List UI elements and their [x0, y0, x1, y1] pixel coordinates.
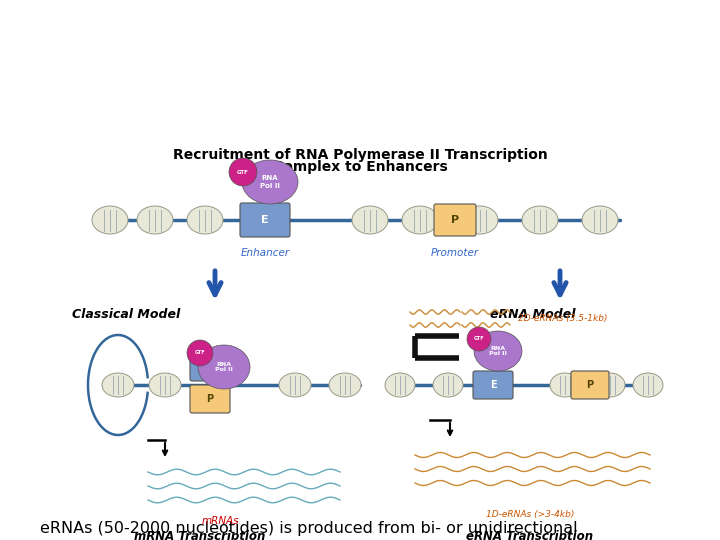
Text: Complex to Enhancers: Complex to Enhancers — [273, 160, 447, 174]
Ellipse shape — [402, 206, 438, 234]
Text: GTF: GTF — [474, 336, 485, 341]
Text: Recruitment of RNA Polymerase II Transcription: Recruitment of RNA Polymerase II Transcr… — [173, 148, 547, 162]
Text: P: P — [586, 380, 593, 390]
Ellipse shape — [462, 206, 498, 234]
Ellipse shape — [352, 206, 388, 234]
Ellipse shape — [385, 373, 415, 397]
Text: P: P — [207, 394, 214, 404]
Ellipse shape — [474, 331, 522, 371]
FancyBboxPatch shape — [240, 203, 290, 237]
FancyBboxPatch shape — [434, 204, 476, 236]
Ellipse shape — [582, 206, 618, 234]
Ellipse shape — [137, 206, 173, 234]
FancyBboxPatch shape — [571, 371, 609, 399]
Ellipse shape — [595, 373, 625, 397]
Text: GTF: GTF — [194, 350, 205, 355]
Text: RNA
Pol II: RNA Pol II — [489, 346, 507, 356]
Ellipse shape — [522, 206, 558, 234]
Ellipse shape — [187, 340, 213, 366]
Ellipse shape — [198, 345, 250, 389]
FancyBboxPatch shape — [473, 371, 513, 399]
Text: mRNAs: mRNAs — [201, 516, 239, 526]
Text: mRNA Transcription: mRNA Transcription — [135, 530, 266, 540]
Text: eRNA Transcription: eRNA Transcription — [467, 530, 593, 540]
Ellipse shape — [187, 206, 223, 234]
Text: P: P — [451, 215, 459, 225]
Ellipse shape — [329, 373, 361, 397]
Ellipse shape — [92, 206, 128, 234]
Text: RNA
Pol II: RNA Pol II — [260, 176, 280, 188]
Text: RNA
Pol II: RNA Pol II — [215, 362, 233, 373]
Text: eRNAs (50-2000 nucleotides) is produced from bi- or unidirectional: eRNAs (50-2000 nucleotides) is produced … — [40, 521, 577, 536]
FancyBboxPatch shape — [190, 353, 230, 381]
Ellipse shape — [433, 373, 463, 397]
FancyBboxPatch shape — [190, 385, 230, 413]
Text: E: E — [490, 380, 496, 390]
Text: Classical Model: Classical Model — [72, 308, 180, 321]
Text: Enhancer: Enhancer — [240, 248, 289, 258]
Ellipse shape — [102, 373, 134, 397]
Ellipse shape — [279, 373, 311, 397]
Text: E: E — [207, 362, 213, 372]
Ellipse shape — [229, 158, 257, 186]
Ellipse shape — [149, 373, 181, 397]
Ellipse shape — [633, 373, 663, 397]
Text: 2D-eRNAs (3.5-1kb): 2D-eRNAs (3.5-1kb) — [518, 314, 608, 322]
Text: eRNA Model: eRNA Model — [490, 308, 575, 321]
Text: GTF: GTF — [237, 170, 249, 174]
Ellipse shape — [242, 160, 298, 204]
Text: Promoter: Promoter — [431, 248, 479, 258]
Text: 1D-eRNAs (>3-4kb): 1D-eRNAs (>3-4kb) — [486, 510, 574, 519]
Ellipse shape — [467, 327, 491, 351]
Text: E: E — [261, 215, 269, 225]
Ellipse shape — [550, 373, 580, 397]
